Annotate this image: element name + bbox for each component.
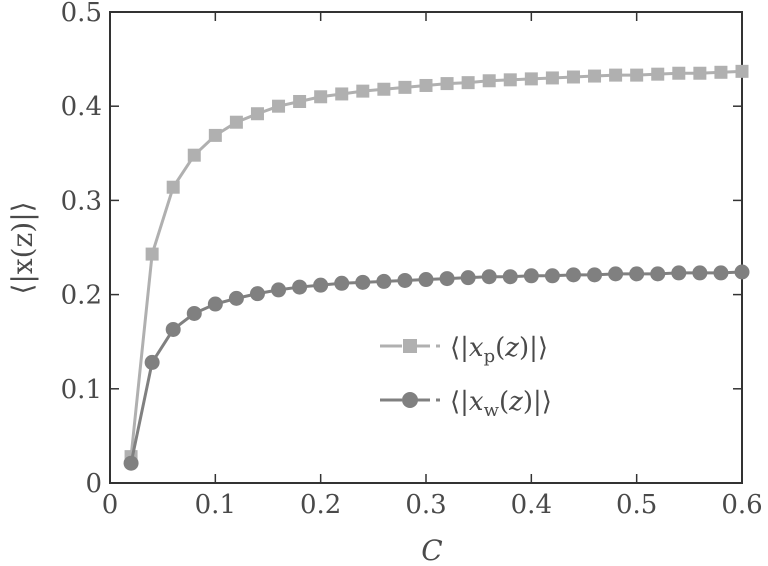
legend-marker-circle (402, 392, 418, 408)
data-point-square (314, 90, 328, 104)
data-point-circle (165, 321, 181, 337)
data-point-circle (249, 286, 265, 302)
data-point-circle (692, 265, 708, 281)
x-tick-label: 0 (102, 490, 119, 520)
axis-ticks: 0 0.1 0.2 0.3 0.4 0.5 0.6 0 0.1 0.2 0.3 0.4 0.5 (61, 0, 763, 520)
data-point-square (356, 84, 370, 98)
y-tick-label: 0.5 (61, 0, 102, 28)
legend-label-p: ⟨|xp(z)|⟩ (450, 333, 548, 367)
data-point-square (482, 74, 496, 88)
data-point-circle (418, 272, 434, 288)
data-point-circle (334, 275, 350, 291)
series-line-1 (129, 270, 743, 464)
data-point-square (187, 148, 201, 162)
data-point-circle (481, 269, 497, 285)
data-point-square (145, 247, 159, 261)
data-point-square (566, 70, 580, 84)
x-tick-label: 0.2 (300, 490, 341, 520)
data-point-square (335, 87, 349, 101)
data-point-circle (186, 305, 202, 321)
data-point-square (545, 71, 559, 85)
legend-marker-square (403, 339, 417, 353)
x-tick-label: 0.6 (721, 490, 762, 520)
data-point-circle (523, 268, 539, 284)
data-point-square (651, 67, 665, 81)
data-point-square (630, 68, 644, 82)
y-tick-label: 0.3 (61, 186, 102, 216)
legend-label-w: ⟨|xw(z)|⟩ (450, 387, 552, 421)
y-tick-label: 0.4 (61, 92, 102, 122)
data-point-circle (502, 269, 518, 285)
data-point-circle (734, 264, 750, 280)
data-point-square (672, 66, 686, 80)
y-axis-label: ⟨|x(z)|⟩ (6, 201, 39, 294)
x-tick-label: 0.5 (616, 490, 657, 520)
data-point-square (229, 115, 243, 129)
data-point-circle (313, 277, 329, 293)
y-tick-label: 0.2 (61, 281, 102, 311)
x-tick-label: 0.3 (405, 490, 446, 520)
data-point-circle (650, 266, 666, 282)
data-point-circle (460, 270, 476, 286)
data-point-circle (713, 265, 729, 281)
data-point-square (398, 80, 412, 94)
data-point-square (440, 77, 454, 91)
data-point-circle (271, 282, 287, 298)
data-point-square (524, 72, 538, 86)
data-point-circle (228, 290, 244, 306)
data-point-circle (439, 271, 455, 287)
data-point-circle (629, 266, 645, 282)
data-point-square (250, 107, 264, 121)
data-point-square (208, 128, 222, 142)
data-point-circle (565, 267, 581, 283)
legend: ⟨|xp(z)|⟩ ⟨|xw(z)|⟩ (380, 333, 552, 421)
x-axis-label: C (421, 534, 442, 566)
data-point-square (735, 64, 749, 78)
data-point-circle (544, 268, 560, 284)
data-point-square (293, 94, 307, 108)
data-point-square (377, 82, 391, 96)
data-point-circle (587, 267, 603, 283)
data-point-square (693, 66, 707, 80)
data-point-square (588, 69, 602, 83)
data-point-square (272, 99, 286, 113)
data-point-circle (144, 354, 160, 370)
x-tick-label: 0.1 (195, 490, 236, 520)
data-point-square (461, 76, 475, 90)
series-layer (123, 64, 750, 471)
data-point-circle (671, 265, 687, 281)
data-point-circle (376, 273, 392, 289)
data-point-square (609, 68, 623, 82)
data-point-circle (123, 455, 139, 471)
x-tick-label: 0.4 (511, 490, 552, 520)
y-tick-label: 0 (85, 469, 102, 499)
data-point-circle (355, 274, 371, 290)
data-point-circle (608, 266, 624, 282)
y-tick-label: 0.1 (61, 375, 102, 405)
data-point-square (166, 180, 180, 194)
data-point-circle (292, 279, 308, 295)
data-point-circle (207, 296, 223, 312)
data-point-square (714, 65, 728, 79)
data-point-square (419, 78, 433, 92)
data-point-square (503, 73, 517, 87)
data-point-circle (397, 272, 413, 288)
